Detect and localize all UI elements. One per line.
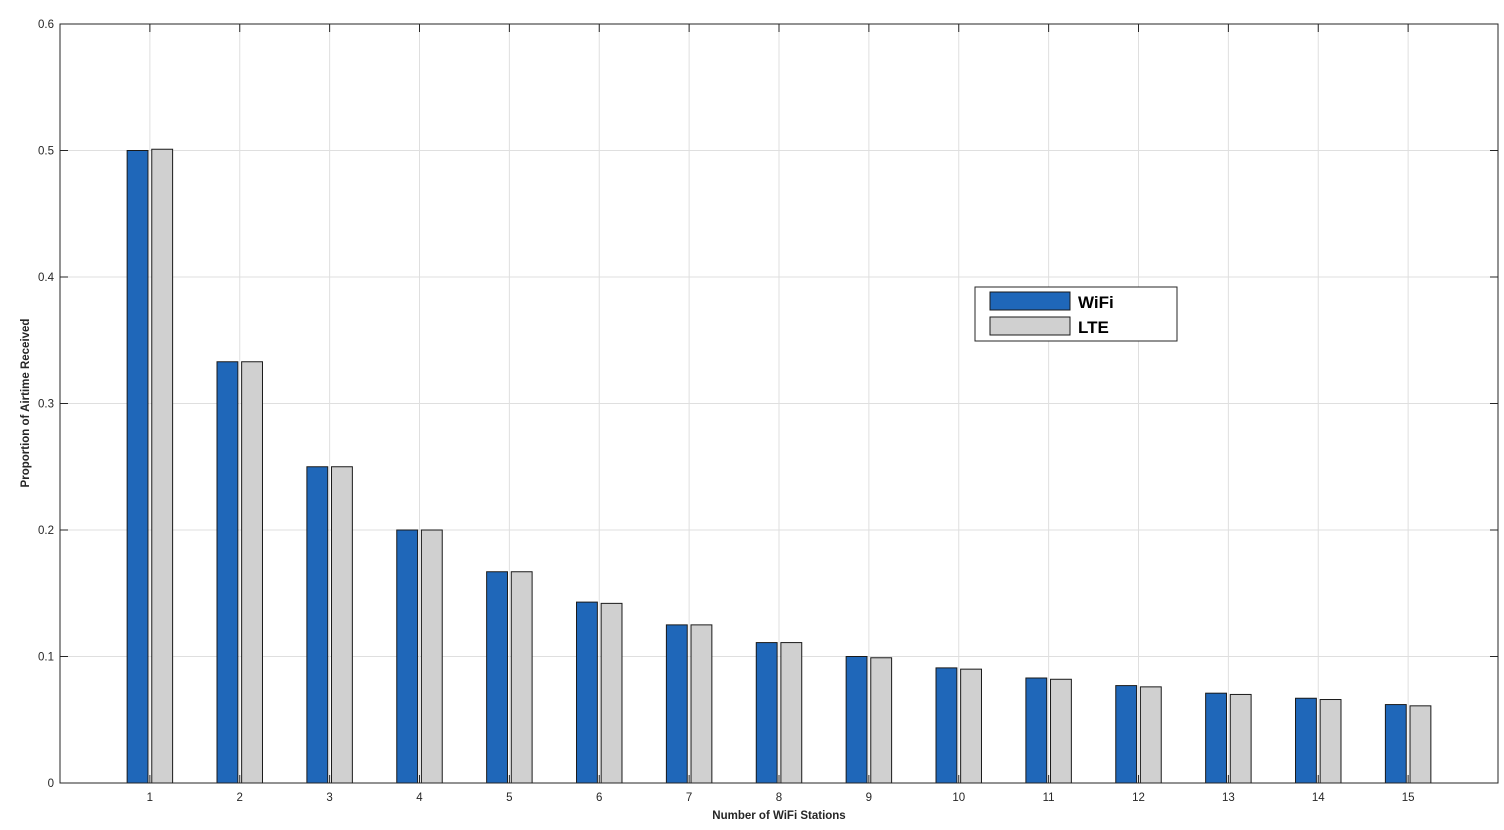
bar-lte-10 <box>961 669 982 783</box>
bar-lte-6 <box>601 603 622 783</box>
bar-wifi-12 <box>1116 686 1137 783</box>
bar-wifi-1 <box>127 151 148 784</box>
bar-wifi-7 <box>666 625 687 783</box>
bar-lte-4 <box>421 530 442 783</box>
y-tick-label: 0.6 <box>38 19 54 31</box>
bar-lte-13 <box>1230 694 1251 783</box>
y-axis-label: Proportion of Airtime Received <box>20 319 32 488</box>
x-tick-label: 9 <box>866 792 872 804</box>
legend-swatch-lte <box>990 317 1070 335</box>
bar-wifi-15 <box>1385 705 1406 783</box>
bar-wifi-14 <box>1296 698 1317 783</box>
x-tick-label: 4 <box>416 792 423 804</box>
bar-lte-11 <box>1051 679 1072 783</box>
y-tick-label: 0.5 <box>38 146 54 158</box>
bar-wifi-11 <box>1026 678 1047 783</box>
legend: WiFi LTE <box>975 287 1177 341</box>
bar-lte-8 <box>781 643 802 783</box>
y-tick-label: 0.2 <box>38 525 54 537</box>
bar-wifi-9 <box>846 657 867 784</box>
legend-label-lte: LTE <box>1078 318 1109 337</box>
x-tick-label: 3 <box>326 792 332 804</box>
bar-lte-3 <box>332 467 353 783</box>
x-tick-label: 12 <box>1132 792 1145 804</box>
bar-lte-5 <box>511 572 532 783</box>
bar-wifi-10 <box>936 668 957 783</box>
x-tick-label: 11 <box>1043 792 1055 804</box>
bar-lte-2 <box>242 362 263 783</box>
x-tick-label: 14 <box>1312 792 1325 804</box>
bar-wifi-2 <box>217 362 238 783</box>
grid-lines <box>60 24 1498 783</box>
y-tick-label: 0.4 <box>38 272 55 284</box>
x-axis-label: Number of WiFi Stations <box>712 810 845 822</box>
bar-lte-14 <box>1320 700 1341 783</box>
bar-lte-7 <box>691 625 712 783</box>
bar-wifi-3 <box>307 467 328 783</box>
y-tick-label: 0 <box>48 778 54 790</box>
bar-lte-1 <box>152 149 173 783</box>
bar-lte-15 <box>1410 706 1431 783</box>
x-tick-label: 6 <box>596 792 602 804</box>
x-tick-label: 13 <box>1222 792 1235 804</box>
x-tick-label: 8 <box>776 792 782 804</box>
bar-wifi-13 <box>1206 693 1227 783</box>
bar-wifi-6 <box>577 602 598 783</box>
legend-label-wifi: WiFi <box>1078 293 1114 312</box>
bar-wifi-8 <box>756 643 777 783</box>
x-tick-label: 1 <box>147 792 153 804</box>
y-tick-label: 0.1 <box>38 652 54 664</box>
legend-swatch-wifi <box>990 292 1070 310</box>
bar-wifi-4 <box>397 530 418 783</box>
bar-lte-12 <box>1140 687 1161 783</box>
bar-wifi-5 <box>487 572 508 783</box>
x-tick-label: 2 <box>237 792 243 804</box>
y-tick-label: 0.3 <box>38 399 54 411</box>
x-tick-label: 5 <box>506 792 512 804</box>
x-tick-label: 15 <box>1402 792 1415 804</box>
x-tick-label: 7 <box>686 792 692 804</box>
x-tick-label: 10 <box>952 792 965 804</box>
bar-lte-9 <box>871 658 892 783</box>
